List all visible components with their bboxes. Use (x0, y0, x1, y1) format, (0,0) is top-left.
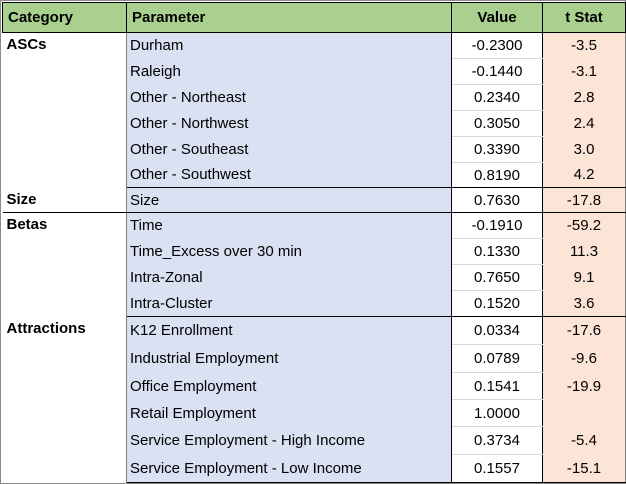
parameter-cell: Durham (126, 32, 452, 59)
tstat-cell: -17.8 (542, 187, 626, 213)
table-row: Other - Northeast 0.2340 2.8 (3, 84, 626, 111)
tstat-cell: 2.8 (542, 84, 626, 111)
value-cell: 0.0334 (451, 316, 543, 345)
value-cell: 0.3734 (451, 426, 543, 455)
table-row: Other - Southwest 0.8190 4.2 (3, 162, 626, 188)
table-row: Time_Excess over 30 min 0.1330 11.3 (3, 238, 626, 265)
tstat-cell: 3.6 (542, 290, 626, 317)
tstat-cell: -3.1 (542, 58, 626, 85)
table-row: Intra-Cluster 0.1520 3.6 (3, 290, 626, 317)
table-row: Industrial Employment 0.0789 -9.6 (3, 344, 626, 373)
table-row: Size Size 0.7630 -17.8 (2, 187, 626, 213)
value-cell: 0.1520 (451, 290, 543, 317)
table-row: Intra-Zonal 0.7650 9.1 (3, 264, 626, 291)
tstat-cell (542, 399, 626, 427)
value-cell: 0.7650 (451, 264, 543, 291)
value-cell: -0.2300 (451, 32, 543, 59)
table-row: Other - Northwest 0.3050 2.4 (3, 110, 626, 137)
value-cell: -0.1440 (451, 58, 543, 85)
tstat-cell: 3.0 (542, 136, 626, 163)
parameter-cell: Size (126, 187, 452, 213)
table-row: Service Employment - Low Income 0.1557 -15… (3, 454, 626, 483)
value-cell: -0.1910 (451, 212, 543, 239)
parameter-cell: K12 Enrollment (126, 316, 452, 345)
parameter-cell: Other - Northwest (126, 110, 452, 137)
table-row: Attractions K12 Enrollment 0.0334 -17.6 (2, 316, 626, 483)
tstat-cell: 9.1 (542, 264, 626, 291)
tstat-cell: -9.6 (542, 344, 626, 373)
value-cell: 0.2340 (451, 84, 543, 111)
tstat-cell: -5.4 (542, 426, 626, 455)
header-tstat: t Stat (542, 2, 626, 33)
parameter-cell: Service Employment - High Income (126, 426, 452, 455)
parameter-cell: Intra-Cluster (126, 290, 452, 317)
value-cell: 0.1541 (451, 372, 543, 400)
value-cell: 0.1557 (451, 454, 543, 483)
table-row: Office Employment 0.1541 -19.9 (3, 372, 626, 400)
tstat-cell: -17.6 (542, 316, 626, 345)
value-cell: 0.3050 (451, 110, 543, 137)
value-cell: 0.3390 (451, 136, 543, 163)
parameter-cell: Intra-Zonal (126, 264, 452, 291)
parameter-cell: Industrial Employment (126, 344, 452, 373)
header-row: Category Parameter Value t Stat (2, 2, 626, 33)
parameter-cell: Service Employment - Low Income (126, 454, 452, 483)
tstat-cell: -19.9 (542, 372, 626, 400)
tstat-cell: -15.1 (542, 454, 626, 483)
table-row: ASCs Durham -0.2300 -3.5 (2, 32, 626, 188)
value-cell: 0.0789 (451, 344, 543, 373)
parameter-cell: Other - Southeast (126, 136, 452, 163)
tstat-cell: -59.2 (542, 212, 626, 239)
parameter-cell: Time_Excess over 30 min (126, 238, 452, 265)
parameter-cell: Time (126, 212, 452, 239)
table-row: Other - Southeast 0.3390 3.0 (3, 136, 626, 163)
value-cell: 0.1330 (451, 238, 543, 265)
header-category: Category (2, 2, 127, 33)
header-value: Value (451, 2, 543, 33)
parameter-cell: Other - Southwest (126, 162, 452, 188)
table-row: Raleigh -0.1440 -3.1 (3, 58, 626, 85)
parameter-cell: Other - Northeast (126, 84, 452, 111)
table-row: Betas Time -0.1910 -59.2 (2, 212, 626, 317)
table-row: Service Employment - High Income 0.3734 -5… (3, 426, 626, 455)
category-cell: Size (2, 187, 127, 213)
value-cell: 0.7630 (451, 187, 543, 213)
value-cell: 0.8190 (451, 162, 543, 188)
tstat-cell: 11.3 (542, 238, 626, 265)
table-body: ASCs Durham -0.2300 -3.5 Raleigh -0.1440 -3.1 O… (2, 32, 626, 483)
category-cell: Attractions (2, 316, 127, 483)
table-row: Retail Employment 1.0000 (3, 399, 626, 427)
category-cell: Betas (2, 212, 127, 317)
tstat-cell: -3.5 (542, 32, 626, 59)
parameter-cell: Raleigh (126, 58, 452, 85)
tstat-cell: 2.4 (542, 110, 626, 137)
category-cell: ASCs (2, 32, 127, 188)
parameter-cell: Retail Employment (126, 399, 452, 427)
header-parameter: Parameter (126, 2, 452, 33)
parameter-cell: Office Employment (126, 372, 452, 400)
tstat-cell: 4.2 (542, 162, 626, 188)
value-cell: 1.0000 (451, 399, 543, 427)
